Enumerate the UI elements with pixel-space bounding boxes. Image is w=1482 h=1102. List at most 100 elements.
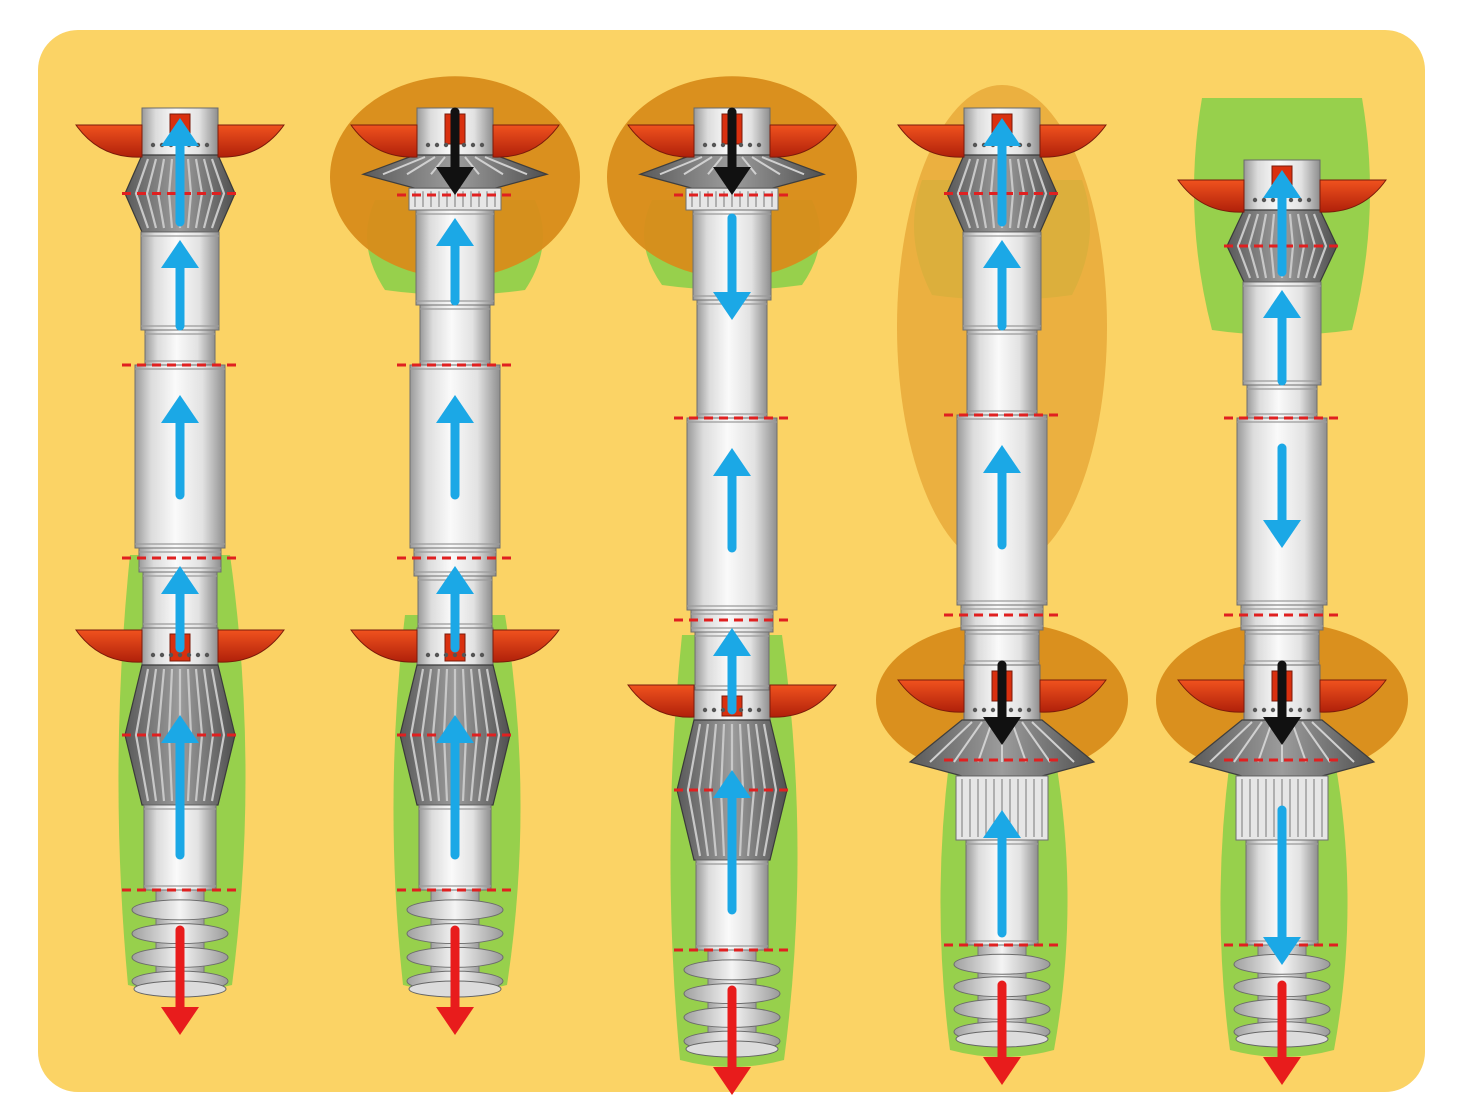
black-compression-arrow-icon-head (713, 167, 751, 195)
top-bellows-rib (134, 158, 150, 229)
top-bellows-rib (1312, 213, 1328, 279)
blue-motion-arrow-icon-head (161, 715, 199, 743)
left-fin (350, 124, 418, 158)
blue-motion-arrow-icon (436, 566, 474, 653)
bottom-hub-bolt (1008, 707, 1014, 713)
blue-motion-arrow-icon-head (713, 628, 751, 656)
top-hub-bolt (738, 142, 744, 148)
red-drill-arrow-icon (436, 925, 474, 1035)
red-drill-arrow-icon (1263, 980, 1301, 1085)
blue-motion-arrow-icon (983, 240, 1021, 331)
right-fin (217, 124, 285, 158)
top-hub-bolt (1297, 197, 1303, 203)
bottom-hub-bolt (702, 707, 708, 713)
top-bellows-rib (683, 156, 713, 176)
bottom-hub-bolt (204, 652, 210, 658)
left-fin (627, 684, 695, 718)
bottom-hub-bolt (159, 652, 165, 658)
top-bellows-rib (751, 156, 781, 176)
blue-motion-arrow-icon (983, 810, 1021, 938)
bottom-hub-bolt (150, 652, 156, 658)
blue-motion-arrow-icon (436, 218, 474, 306)
blue-motion-arrow-icon (1263, 290, 1301, 386)
blue-motion-arrow-icon (1263, 805, 1301, 965)
top-bellows-rib (1236, 213, 1252, 279)
bottom-bellows-rib (1291, 721, 1307, 763)
bottom-hub-bolt (1306, 707, 1312, 713)
bottom-hub-bolt (168, 652, 174, 658)
bottom-bellows-rib (1233, 721, 1263, 763)
top-bellows-rib (382, 156, 426, 176)
bottom-bellows-rib (1011, 721, 1027, 763)
top-hub-bolt (443, 142, 449, 148)
right-fin (492, 629, 560, 663)
blue-motion-arrow-icon (1263, 443, 1301, 548)
top-bellows-rib (210, 158, 226, 229)
bottom-bellows-rib (1021, 721, 1051, 763)
top-hub-bolt (1026, 142, 1032, 148)
bottom-bellows (1188, 719, 1376, 841)
top-hub-bolt (461, 142, 467, 148)
blue-motion-arrow-icon-head (983, 445, 1021, 473)
screw-drill-flight (953, 953, 1051, 975)
blue-motion-arrow-icon-head (713, 770, 751, 798)
top-bellows-rib (430, 156, 446, 175)
bottom-hub-bolt (452, 652, 458, 658)
top-bellows-rib (474, 156, 504, 176)
red-drill-arrow-icon-head (1263, 1057, 1301, 1085)
red-drill-arrow-icon-head (436, 1007, 474, 1035)
blue-motion-arrow-icon (713, 213, 751, 320)
bottom-fins (897, 679, 1107, 713)
blue-motion-arrow-icon (713, 770, 751, 915)
bottom-bellows-rib (210, 668, 226, 802)
blue-motion-arrow-icon-head (436, 218, 474, 246)
top-hub-bolt (425, 142, 431, 148)
black-compression-arrow-icon (1263, 660, 1301, 745)
blue-motion-arrow-icon-head (713, 448, 751, 476)
bottom-hub-bolt (747, 707, 753, 713)
black-compression-arrow-icon-head (1263, 717, 1301, 745)
left-fin (75, 124, 143, 158)
bottom-hub-bolt (756, 707, 762, 713)
red-drill-arrow-icon (713, 985, 751, 1095)
bottom-bellows-rib (929, 721, 973, 763)
blue-motion-arrow-icon (161, 715, 199, 860)
blue-motion-arrow-icon (713, 628, 751, 715)
screw-drill-flight (683, 959, 781, 981)
blue-motion-arrow-icon (161, 395, 199, 500)
blue-motion-arrow-icon (436, 715, 474, 860)
black-compression-arrow-icon (713, 107, 751, 195)
red-drill-arrow-icon-head (983, 1057, 1021, 1085)
blue-motion-arrow-icon (713, 448, 751, 553)
bottom-bellows-rib (977, 721, 993, 763)
bottom-fins (350, 629, 560, 663)
bottom-hub-bolt (720, 707, 726, 713)
bottom-hub-bolt (186, 652, 192, 658)
bottom-hub-bolt (972, 707, 978, 713)
blue-motion-arrow-icon-head (713, 292, 751, 320)
bottom-bellows-rib (1257, 721, 1273, 763)
blue-motion-arrow-icon-head (1263, 937, 1301, 965)
bottom-hub-bolt (990, 707, 996, 713)
blue-motion-arrow-icon (436, 395, 474, 500)
stage-3-advance (607, 76, 857, 1095)
stage-4-bottom-anchor (876, 85, 1128, 1085)
left-fin (350, 629, 418, 663)
bottom-bellows-rib (1301, 721, 1331, 763)
bottom-hub-bolt (1297, 707, 1303, 713)
bottom-bellows-rib (1209, 721, 1253, 763)
blue-motion-arrow-icon (983, 118, 1021, 227)
right-fin (1039, 679, 1107, 713)
left-fin (897, 679, 965, 713)
bottom-hub-bolt (1270, 707, 1276, 713)
bottom-hub-bolt (177, 652, 183, 658)
bottom-bellows-rib (134, 668, 150, 802)
blue-motion-arrow-icon (1263, 170, 1301, 277)
top-bellows-rib (484, 156, 528, 176)
screw-drill-flight (406, 899, 504, 921)
red-drill-arrow-icon-head (161, 1007, 199, 1035)
bottom-bellows-rib (953, 721, 983, 763)
collar (966, 329, 1038, 416)
left-fin (897, 124, 965, 158)
